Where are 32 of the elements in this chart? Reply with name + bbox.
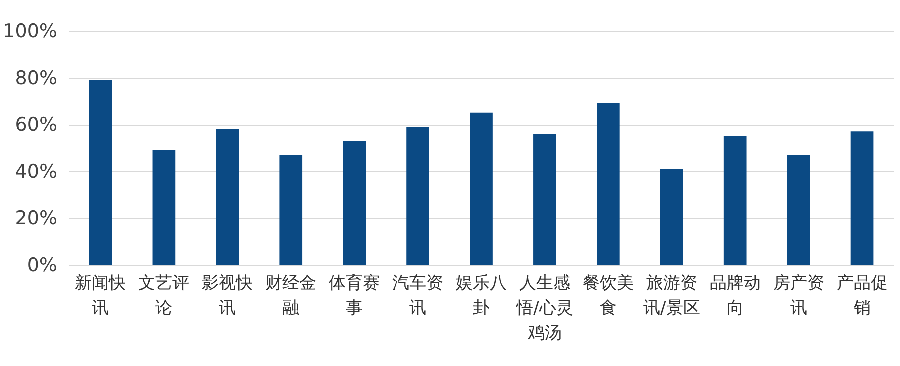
bar	[534, 134, 556, 265]
x-tick-label: 餐饮美食	[582, 274, 634, 318]
y-tick-label: 20%	[15, 208, 58, 230]
bar	[660, 169, 684, 265]
x-tick-label: 汽车资讯	[392, 274, 444, 318]
x-tick-label: 财经金融	[266, 274, 317, 318]
bar	[152, 150, 176, 265]
x-tick-label: 人生感悟/心灵鸡汤	[516, 274, 574, 344]
bar	[470, 112, 493, 265]
bar	[850, 132, 874, 265]
x-tick-label: 新闻快讯	[75, 274, 126, 318]
x-tick-label: 文艺评论	[138, 274, 190, 318]
bar	[280, 155, 303, 265]
y-tick-label: 80%	[15, 67, 58, 90]
x-tick-label: 房产资讯	[773, 274, 824, 318]
x-tick-label: 体育赛事	[329, 274, 380, 318]
x-tick-label: 娱乐八卦	[456, 274, 507, 318]
x-tick-label: 品牌动向	[710, 274, 761, 318]
bar	[343, 140, 366, 265]
bar	[597, 104, 620, 265]
x-tick-label: 影视快讯	[202, 274, 254, 318]
y-tick-label: 100%	[3, 20, 58, 42]
bar	[89, 80, 112, 265]
y-tick-label: 40%	[15, 160, 58, 183]
x-tick-label: 产品促销	[836, 274, 888, 318]
bar	[406, 126, 430, 265]
bar	[216, 129, 240, 265]
bar	[724, 136, 747, 265]
y-tick-label: 0%	[27, 254, 58, 276]
x-tick-label: 旅游资讯/景区	[644, 274, 700, 318]
bar	[787, 155, 810, 265]
y-tick-label: 60%	[15, 114, 58, 136]
